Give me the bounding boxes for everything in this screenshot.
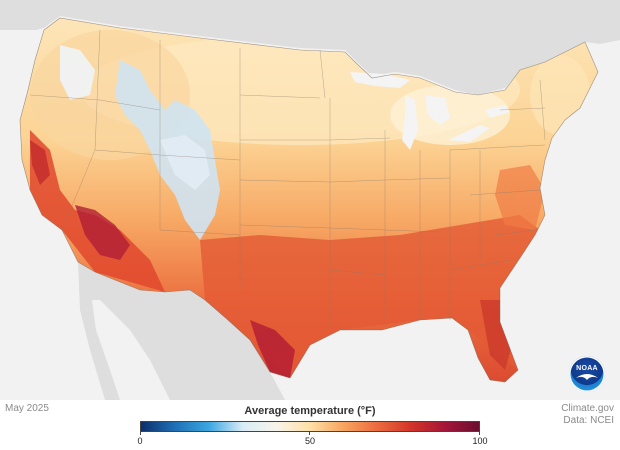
mexico-landmass (78, 262, 285, 400)
lake-michigan (402, 95, 418, 150)
legend-color-bar (140, 421, 480, 432)
lake-erie (448, 125, 490, 142)
texas-gulf-hot-region (250, 320, 295, 378)
map-date-label: May 2025 (5, 403, 49, 414)
legend-tick-0 (140, 432, 141, 435)
legend-title: Average temperature (°F) (244, 405, 376, 417)
lake-huron (425, 95, 450, 125)
legend-tick-2 (479, 432, 480, 435)
noaa-logo: NOAA (569, 356, 605, 392)
source-data-label: Data: NCEI (563, 415, 614, 426)
canada-island (560, 0, 620, 25)
temperature-map (0, 0, 620, 400)
southwest-heat-region (30, 130, 165, 292)
noaa-logo-text: NOAA (576, 365, 598, 372)
state-boundaries (29, 29, 546, 330)
noaa-gull-icon (576, 374, 598, 380)
legend-tick-1 (309, 432, 310, 435)
legend-tick-label-1: 50 (304, 436, 315, 446)
legend-tick-label-2: 100 (472, 436, 488, 446)
source-site-label: Climate.gov (561, 403, 614, 414)
lake-superior (350, 72, 410, 88)
legend-tick-label-0: 0 (137, 436, 143, 446)
lake-ontario (485, 105, 510, 118)
canada-landmass (0, 0, 620, 95)
